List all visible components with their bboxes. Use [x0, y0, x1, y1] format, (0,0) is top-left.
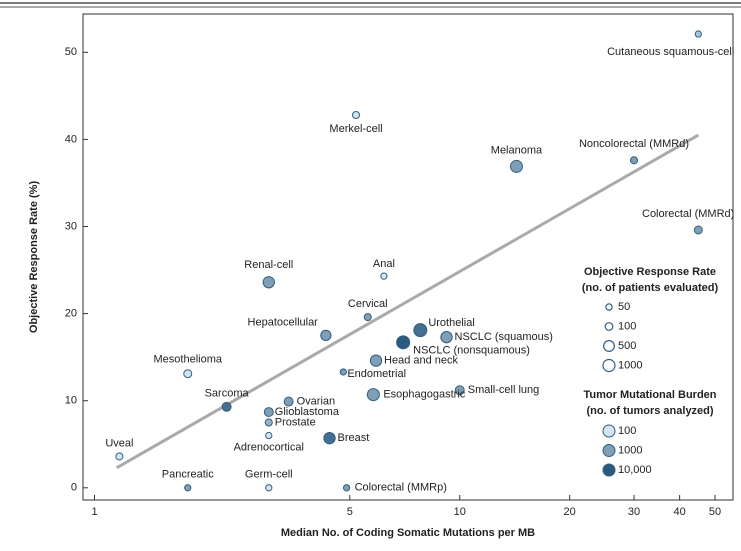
point — [440, 330, 453, 344]
point-label: Urothelial — [428, 317, 474, 329]
point-label: Ovarian — [297, 395, 336, 407]
point-label: Melanoma — [491, 144, 543, 156]
y-tick-label: 30 — [65, 220, 77, 232]
point — [369, 354, 383, 367]
point-label: Colorectal (MMRd) — [642, 208, 734, 220]
point — [509, 159, 523, 173]
legend-size-marker — [604, 322, 614, 331]
point — [629, 156, 639, 165]
point — [413, 323, 428, 338]
y-tick-label: 10 — [65, 395, 77, 407]
point-label: Adrenocortical — [234, 441, 304, 453]
legend-title: (no. of patients evaluated) — [582, 282, 719, 294]
legend-label: 50 — [618, 301, 630, 313]
x-tick-label: 20 — [564, 506, 576, 518]
point-label: Mesothelioma — [154, 354, 223, 366]
legend-color-marker — [602, 444, 616, 457]
point — [221, 401, 232, 412]
point-label: Head and neck — [384, 355, 458, 367]
y-tick-label: 20 — [65, 308, 77, 320]
legend-color-marker — [602, 463, 616, 477]
point-label: Cervical — [348, 298, 388, 310]
legend-title: (no. of tumors analyzed) — [586, 405, 713, 417]
x-tick-label: 1 — [91, 506, 97, 518]
point — [351, 111, 361, 120]
point-label: Cutaneous squamous-cell — [607, 46, 734, 58]
point-label: Small-cell lung — [468, 384, 540, 396]
point-label: Glioblastoma — [275, 406, 340, 418]
plot-frame — [82, 13, 734, 501]
point — [363, 313, 372, 322]
point-label: Sarcoma — [205, 388, 250, 400]
legend-size-marker — [605, 303, 613, 311]
legend-label: 100 — [618, 320, 636, 332]
legend-label: 100 — [618, 425, 636, 437]
x-axis-label: Median No. of Coding Somatic Mutations p… — [281, 527, 535, 539]
point — [396, 335, 411, 350]
y-tick-label: 50 — [65, 46, 77, 58]
point — [115, 452, 124, 461]
legend-label: 500 — [618, 340, 636, 352]
point-label: Prostate — [275, 416, 316, 428]
point-label: Breast — [338, 432, 370, 444]
point-label: Renal-cell — [244, 259, 293, 271]
x-tick-label: 50 — [709, 506, 721, 518]
trend-line — [115, 133, 700, 470]
point — [265, 431, 273, 440]
point-label: Colorectal (MMRp) — [355, 482, 447, 494]
point — [454, 385, 465, 396]
point-label: Germ-cell — [245, 469, 293, 481]
y-tick-label: 40 — [65, 133, 77, 145]
y-tick-label: 0 — [71, 482, 77, 494]
point — [184, 484, 192, 492]
point — [323, 432, 336, 445]
y-axis-label: Objective Response Rate (%) — [28, 181, 40, 334]
legend-label: 1000 — [618, 359, 642, 371]
legend-label: 1000 — [618, 444, 642, 456]
point — [694, 30, 702, 38]
point-label: Uveal — [105, 437, 133, 449]
point-label: Anal — [373, 258, 395, 270]
point-label: Hepatocellular — [248, 316, 319, 328]
x-tick-label: 40 — [674, 506, 686, 518]
point — [265, 484, 273, 492]
legend-label: 10,000 — [618, 464, 652, 476]
legend-color-marker — [602, 424, 616, 438]
point-label: Endometrial — [347, 368, 406, 380]
legend-title: Tumor Mutational Burden — [583, 389, 716, 401]
point-label: Merkel-cell — [329, 123, 382, 135]
point — [183, 369, 193, 379]
point — [263, 407, 274, 417]
point — [262, 276, 275, 289]
point — [366, 388, 380, 402]
point — [264, 418, 273, 427]
point-label: NSCLC (nonsquamous) — [413, 344, 530, 356]
point-label: Pancreatic — [162, 469, 214, 481]
x-tick-label: 5 — [347, 506, 353, 518]
point — [693, 225, 703, 235]
point — [283, 396, 294, 407]
point — [380, 272, 388, 280]
x-tick-label: 30 — [628, 506, 640, 518]
legend-size-marker — [603, 340, 615, 352]
point — [342, 484, 351, 492]
point-label: Esophagogastric — [383, 389, 465, 401]
point — [339, 368, 347, 376]
legend-title: Objective Response Rate — [584, 266, 716, 278]
point — [320, 329, 332, 342]
point-label: Noncolorectal (MMRd) — [579, 138, 689, 150]
point-label: NSCLC (squamous) — [455, 331, 553, 343]
x-tick-label: 10 — [454, 506, 466, 518]
legend-size-marker — [602, 358, 616, 373]
